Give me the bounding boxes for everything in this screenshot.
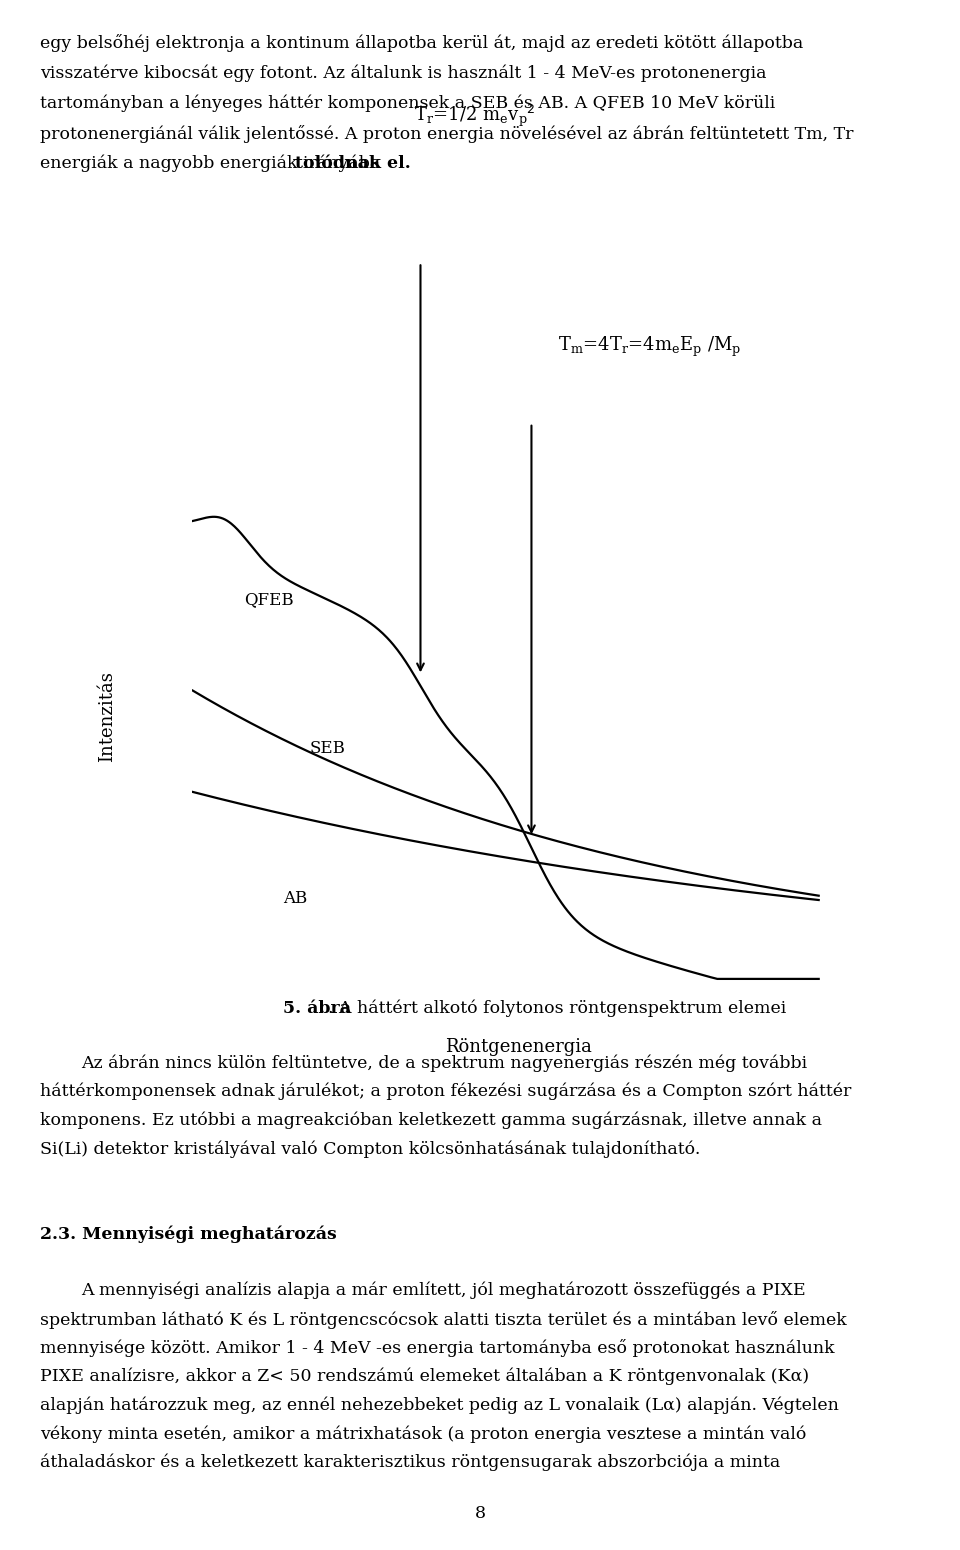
Text: PIXE analízisre, akkor a Z< 50 rendszámú elemeket általában a K röntgenvonalak (: PIXE analízisre, akkor a Z< 50 rendszámú… [40,1367,809,1386]
Text: áthaladáskor és a keletkezett karakterisztikus röntgensugarak abszorbciója a min: áthaladáskor és a keletkezett karakteris… [40,1454,780,1471]
Text: . A háttért alkotó folytonos röntgenspektrum elemei: . A háttért alkotó folytonos röntgenspek… [328,1000,786,1017]
Text: komponens. Ez utóbbi a magreakcióban keletkezett gamma sugárzásnak, illetve anna: komponens. Ez utóbbi a magreakcióban kel… [40,1111,823,1128]
Text: $\mathregular{T_m}$=4$\mathregular{T_r}$=4$\mathregular{m_e}$$\mathregular{E_p}$: $\mathregular{T_m}$=4$\mathregular{T_r}$… [558,335,741,358]
Text: 2.3. Mennyiségi meghatározás: 2.3. Mennyiségi meghatározás [40,1224,337,1243]
Text: $\mathregular{T_r}$=1/2 $\mathregular{m_e}$$\mathregular{v_p}$$^2$: $\mathregular{T_r}$=1/2 $\mathregular{m_… [414,102,536,129]
Text: tartományban a lényeges háttér komponensek a SEB és AB. A QFEB 10 MeV körüli: tartományban a lényeges háttér komponens… [40,95,776,112]
Text: energiák a nagyobb energiák irányába: energiák a nagyobb energiák irányába [40,155,386,172]
Text: A mennyiségi analízis alapja a már említett, jól meghatározott összefüggés a PIX: A mennyiségi analízis alapja a már említ… [82,1282,806,1299]
Text: Röntgenenergia: Röntgenenergia [445,1038,591,1056]
Text: alapján határozzuk meg, az ennél nehezebbeket pedig az L vonalaik (Lα) alapján. : alapján határozzuk meg, az ennél nehezeb… [40,1397,839,1414]
Text: QFEB: QFEB [244,591,294,608]
Text: mennyisége között. Amikor 1 - 4 MeV -es energia tartományba eső protonokat haszn: mennyisége között. Amikor 1 - 4 MeV -es … [40,1339,835,1358]
Text: spektrumban látható K és L röntgencscócsok alatti tiszta terület és a mintában l: spektrumban látható K és L röntgencscócs… [40,1310,847,1328]
Text: Si(Li) detektor kristályával való Compton kölcsönhatásának tulajdonítható.: Si(Li) detektor kristályával való Compto… [40,1141,701,1158]
Text: tolódnak el.: tolódnak el. [295,155,411,172]
Text: SEB: SEB [309,741,346,758]
Text: 8: 8 [474,1505,486,1522]
Text: vékony minta esetén, amikor a mátrixhatások (a proton energia vesztese a mintán : vékony minta esetén, amikor a mátrixhatá… [40,1426,806,1443]
Text: egy belsőhéj elektronja a kontinum állapotba kerül át, majd az eredeti kötött ál: egy belsőhéj elektronja a kontinum állap… [40,34,804,53]
Text: háttérkomponensek adnak járulékot; a proton fékezési sugárzása és a Compton szór: háttérkomponensek adnak járulékot; a pro… [40,1082,852,1100]
Text: visszatérve kibocsát egy fotont. Az általunk is használt 1 - 4 MeV-es protonener: visszatérve kibocsát egy fotont. Az álta… [40,64,767,82]
Text: AB: AB [283,890,307,907]
Text: 5. ábra: 5. ábra [283,1000,351,1017]
Text: Intenzitás: Intenzitás [98,671,116,763]
Text: protonenergiánál válik jelentőssé. A proton energia növelésével az ábrán feltünt: protonenergiánál válik jelentőssé. A pro… [40,126,853,143]
Text: Az ábrán nincs külön feltüntetve, de a spektrum nagyenergiás részén még további: Az ábrán nincs külön feltüntetve, de a s… [82,1054,807,1071]
